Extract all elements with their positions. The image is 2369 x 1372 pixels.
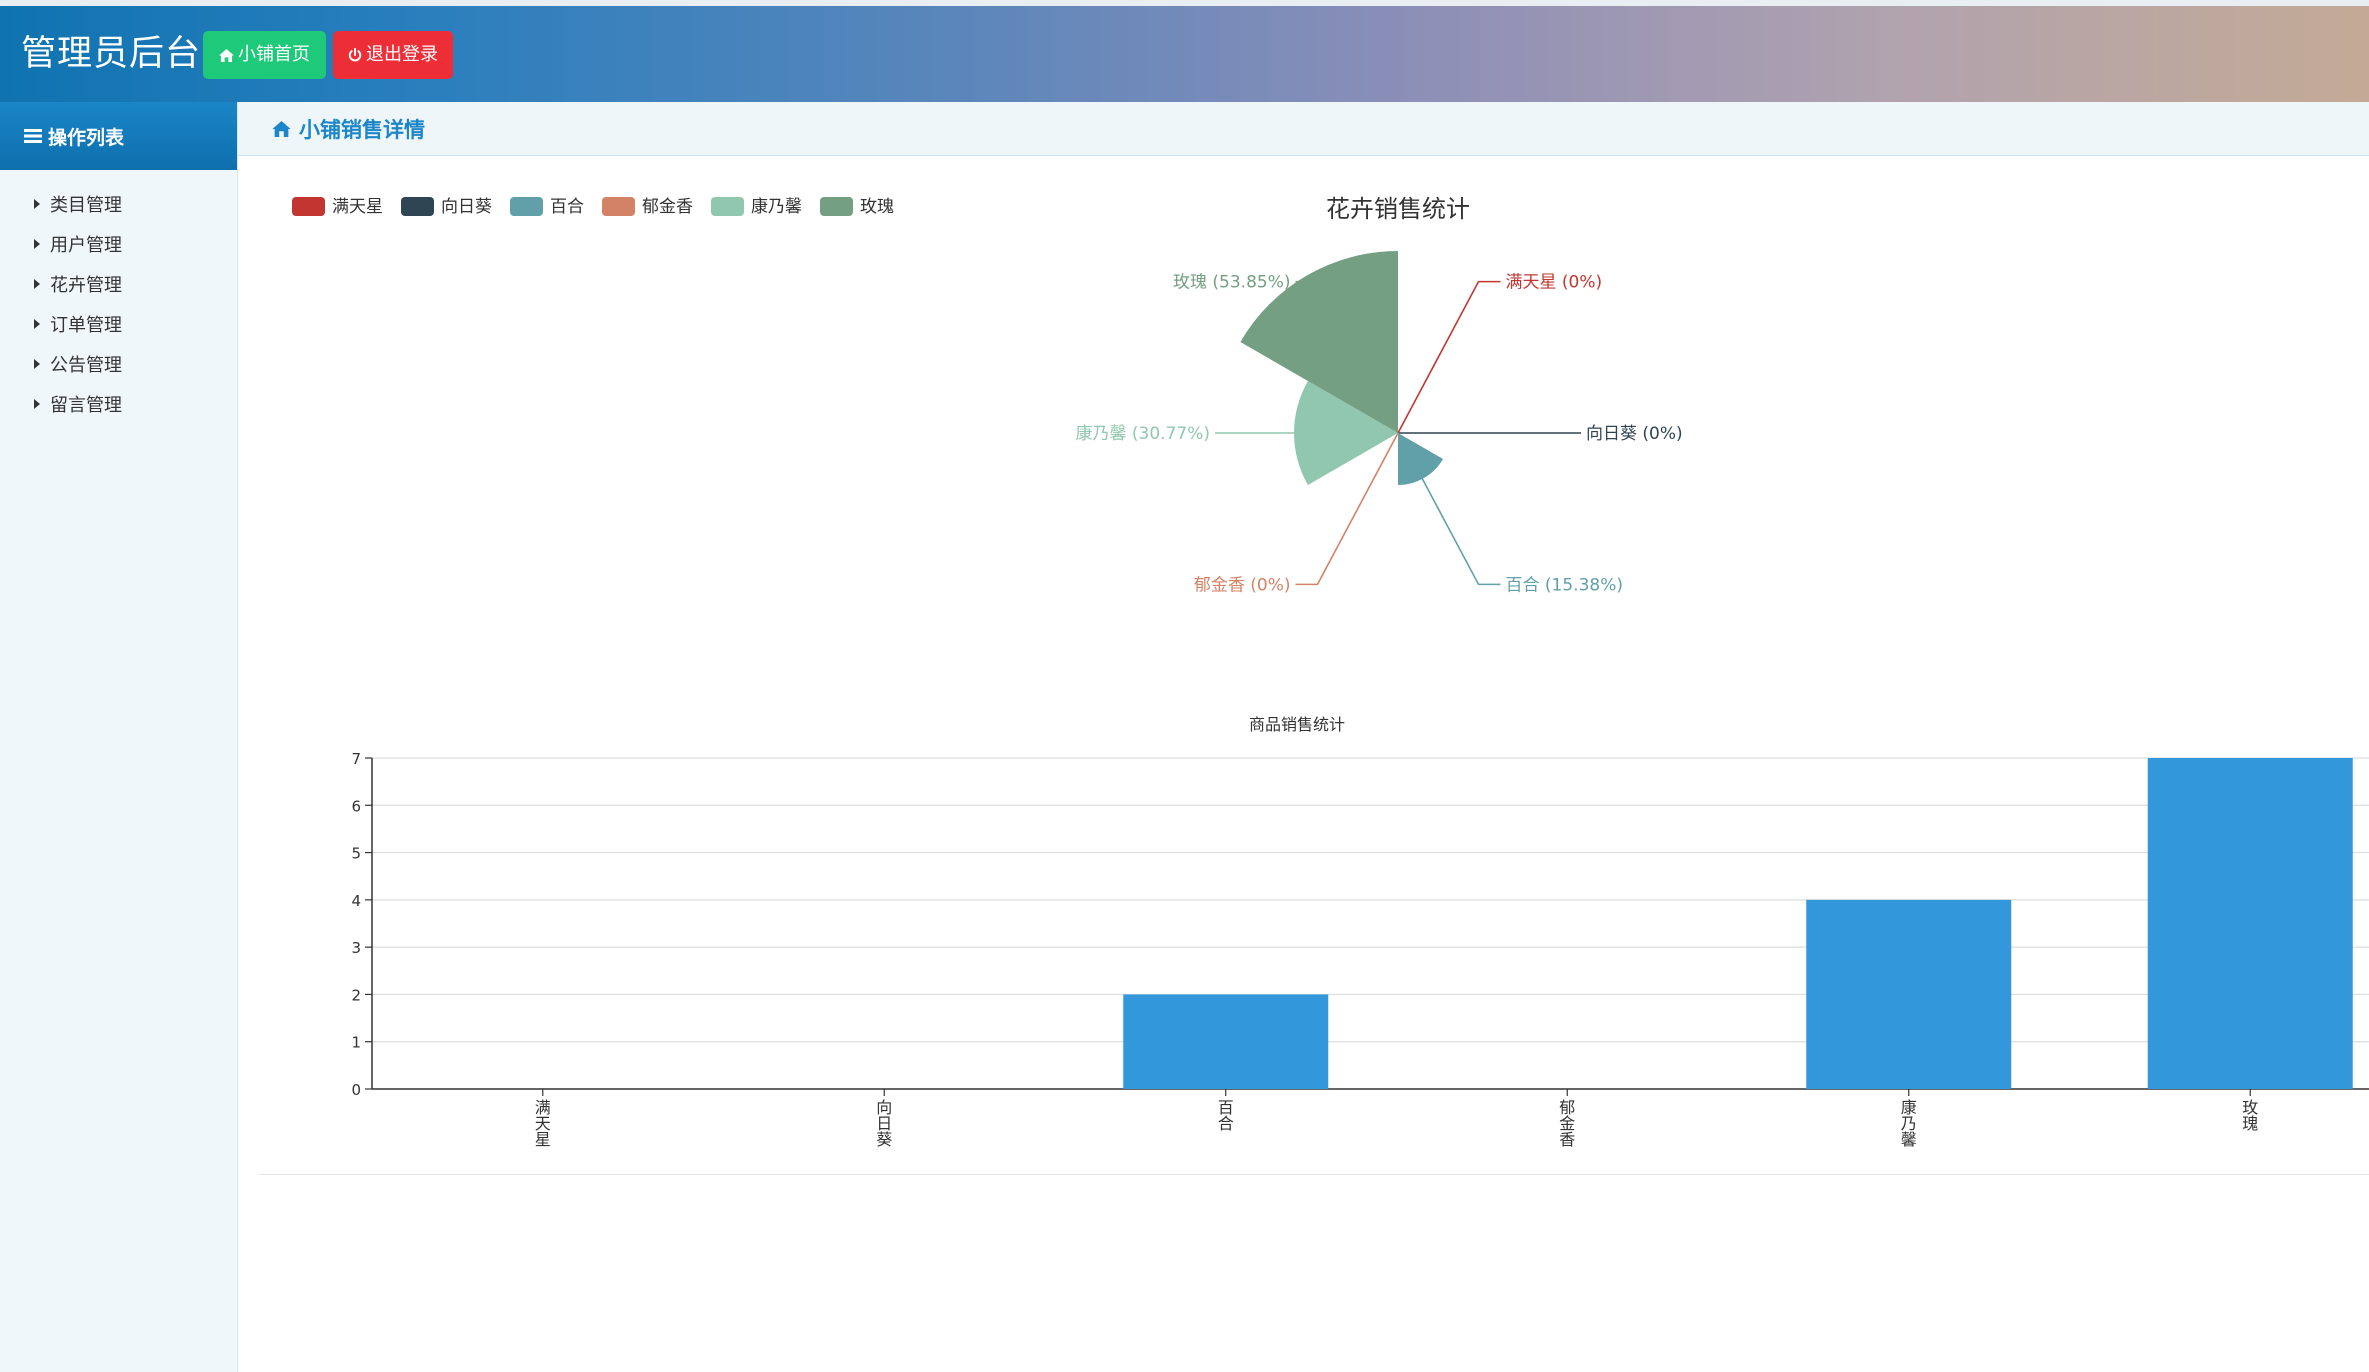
sidebar-item-label: 用户管理	[50, 235, 122, 256]
pie-label: 郁金香 (0%)	[1194, 575, 1291, 595]
shop-home-label: 小铺首页	[238, 44, 310, 65]
sidebar-item-orders[interactable]: 订单管理	[0, 304, 237, 344]
pie-label-line	[1397, 432, 1501, 586]
sidebar-item-flowers[interactable]: 花卉管理	[0, 264, 237, 304]
app-title: 管理员后台	[21, 34, 202, 74]
caret-right-icon	[34, 239, 40, 249]
legend-label: 郁金香	[642, 197, 693, 217]
x-tick-label: 向日葵	[876, 1098, 892, 1149]
x-tick-label: 百合	[1218, 1098, 1234, 1133]
y-tick-label: 4	[351, 892, 361, 910]
legend-label: 玫瑰	[860, 197, 894, 217]
pie-label: 玫瑰 (53.85%)	[1173, 273, 1291, 293]
legend-swatch	[602, 197, 635, 216]
pie-label-line	[1397, 280, 1501, 434]
sidebar-item-label: 公告管理	[50, 355, 122, 376]
x-tick-label: 玫瑰	[2242, 1098, 2258, 1133]
list-icon	[24, 129, 42, 143]
bar-chart-title: 商品销售统计	[1249, 715, 1345, 734]
pie-label: 满天星 (0%)	[1506, 273, 1603, 293]
pie-title: 花卉销售统计	[1326, 195, 1470, 223]
legend-swatch	[820, 197, 853, 216]
home-icon	[272, 120, 291, 137]
pie-label: 向日葵 (0%)	[1586, 424, 1683, 444]
logout-button[interactable]: 退出登录	[333, 31, 453, 79]
legend-label: 康乃馨	[751, 197, 802, 217]
bar	[1123, 994, 1329, 1089]
caret-right-icon	[34, 279, 40, 289]
y-tick-label: 3	[351, 939, 361, 957]
pie-label-line	[1295, 432, 1399, 586]
legend-swatch	[510, 197, 543, 216]
power-icon	[348, 48, 362, 62]
x-tick-label: 郁金香	[1559, 1098, 1575, 1149]
legend-label: 百合	[550, 197, 584, 217]
divider	[258, 1174, 2369, 1175]
home-icon	[219, 48, 234, 62]
sidebar: 操作列表 类目管理 用户管理 花卉管理 订单管理 公告管理 留言管理	[0, 102, 238, 1372]
y-tick-label: 7	[351, 750, 361, 768]
y-tick-label: 1	[351, 1034, 361, 1052]
sidebar-item-label: 留言管理	[50, 395, 122, 416]
bar	[2147, 758, 2353, 1089]
sidebar-item-label: 类目管理	[50, 195, 122, 216]
y-tick-label: 0	[351, 1081, 361, 1099]
caret-right-icon	[34, 319, 40, 329]
product-sales-bar-chart: 商品销售统计 0 1 2 3 4 5 6 7 满天星 向日葵 百合 郁金香 康乃馨 玫瑰	[351, 715, 2369, 1149]
pie-label: 康乃馨 (30.77%)	[1076, 424, 1211, 444]
pie-label: 百合 (15.38%)	[1506, 575, 1624, 595]
caret-right-icon	[34, 199, 40, 209]
x-tick-label: 康乃馨	[1901, 1098, 1917, 1149]
pie-slice	[1398, 433, 1444, 485]
sidebar-item-label: 订单管理	[50, 315, 122, 336]
page-title: 小铺销售详情	[299, 117, 425, 142]
x-tick-label: 满天星	[535, 1098, 551, 1149]
sidebar-item-users[interactable]: 用户管理	[0, 224, 237, 264]
pie-slice	[1240, 251, 1398, 433]
shop-home-button[interactable]: 小铺首页	[203, 31, 326, 79]
legend-swatch	[292, 197, 325, 216]
sidebar-menu: 类目管理 用户管理 花卉管理 订单管理 公告管理 留言管理	[0, 170, 237, 424]
sidebar-item-label: 花卉管理	[50, 275, 122, 296]
y-tick-label: 6	[351, 797, 361, 815]
logout-label: 退出登录	[366, 44, 438, 65]
legend-label: 向日葵	[441, 197, 492, 217]
y-tick-label: 2	[351, 986, 361, 1004]
y-tick-label: 5	[351, 845, 361, 863]
sidebar-title: 操作列表	[48, 126, 125, 149]
top-header: 管理员后台 小铺首页 退出登录	[0, 0, 2369, 102]
sidebar-item-category[interactable]: 类目管理	[0, 184, 237, 224]
page-title-bar: 小铺销售详情	[238, 102, 2369, 156]
caret-right-icon	[34, 359, 40, 369]
legend-label: 满天星	[332, 197, 383, 217]
sidebar-item-notices[interactable]: 公告管理	[0, 344, 237, 384]
bar	[1806, 899, 2012, 1089]
sidebar-item-messages[interactable]: 留言管理	[0, 384, 237, 424]
pie-label-line	[1295, 280, 1399, 434]
caret-right-icon	[34, 399, 40, 409]
legend-swatch	[711, 197, 744, 216]
legend-swatch	[401, 197, 434, 216]
sidebar-header: 操作列表	[0, 102, 237, 170]
